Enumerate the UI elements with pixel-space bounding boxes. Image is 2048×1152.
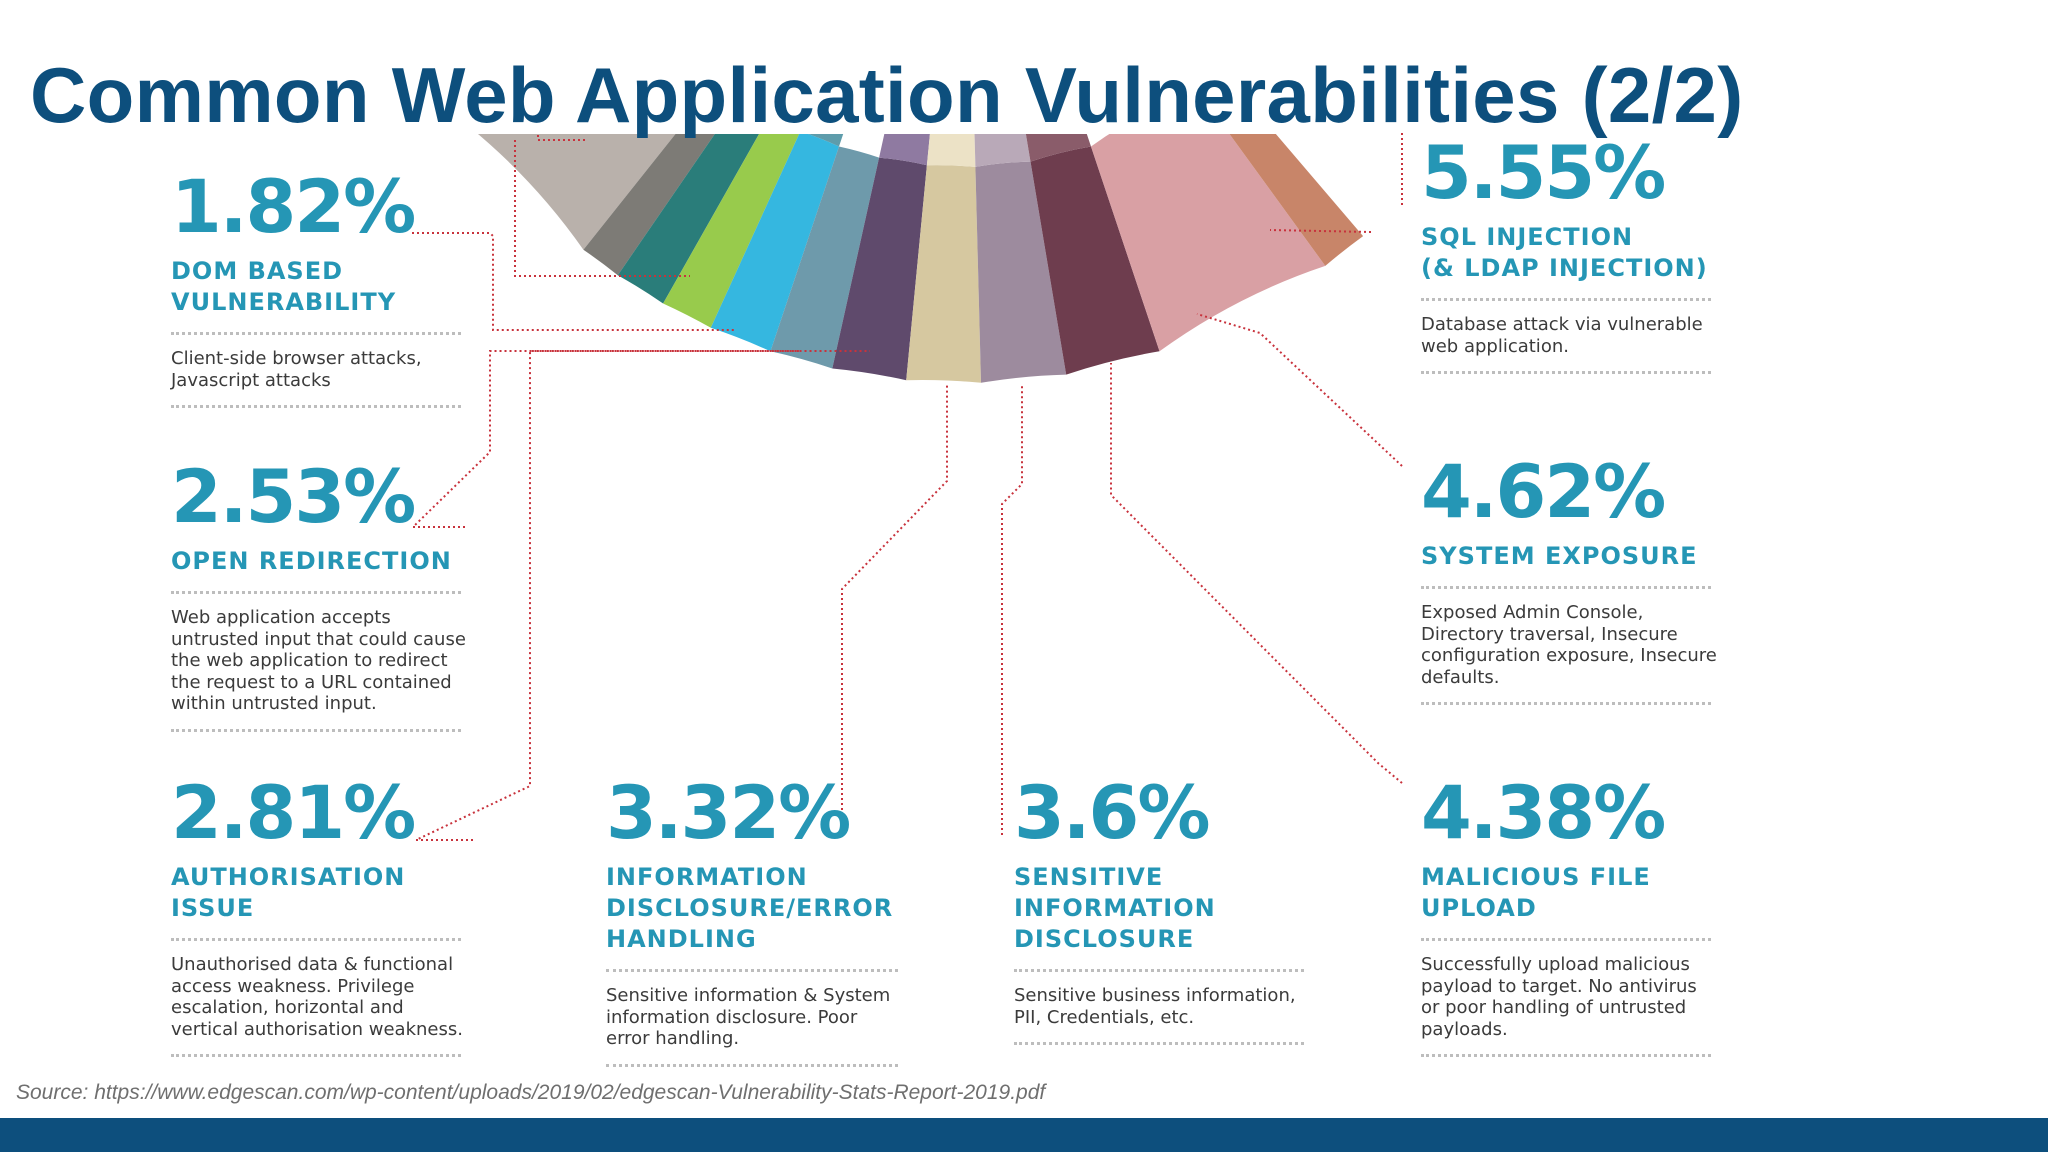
stat-label: OPEN REDIRECTION xyxy=(171,547,452,575)
stat-authorisation-issue: 2.81% AUTHORISATION ISSUE Unauthorised da… xyxy=(171,771,463,1057)
donut-slice xyxy=(617,97,770,304)
dotted-divider xyxy=(171,728,461,732)
title-backdrop xyxy=(0,0,2048,134)
stat-description: Sensitive information & System informatio… xyxy=(606,985,891,1049)
stat-dom-based: 1.82% DOM BASED VULNERABILITY Client-side… xyxy=(171,171,461,408)
connector-line xyxy=(410,350,870,528)
dotted-divider xyxy=(1421,1054,1711,1057)
stat-description: Sensitive business information, PII, Cred… xyxy=(1014,985,1296,1028)
connector-line xyxy=(841,385,948,835)
slide-title: Common Web Application Vulnerabilities (… xyxy=(30,51,1744,139)
stat-description: Exposed Admin Console, Directory traversa… xyxy=(1421,602,1717,688)
stat-description: Unauthorised data & functional access wea… xyxy=(171,954,463,1040)
stat-label: SQL INJECTION (& LDAP INJECTION) xyxy=(1421,223,1708,282)
donut-slice xyxy=(663,115,801,328)
dotted-divider xyxy=(606,969,898,972)
stat-label: INFORMATION DISCLOSURE/ERROR HANDLING xyxy=(606,863,894,953)
stat-percentage: 4.38% xyxy=(1421,771,1666,856)
dotted-divider xyxy=(1421,938,1711,941)
donut-slice xyxy=(1030,146,1160,375)
stat-percentage: 2.81% xyxy=(171,771,416,856)
donut-slice xyxy=(906,165,981,383)
stat-percentage: 3.6% xyxy=(1014,771,1210,856)
donut-slice xyxy=(975,161,1067,383)
stat-percentage: 3.32% xyxy=(606,771,851,856)
stat-label: SENSITIVE INFORMATION DISCLOSURE xyxy=(1014,863,1216,953)
connector-line xyxy=(1110,363,1403,784)
dotted-divider xyxy=(171,591,461,594)
stat-description: Web application accepts untrusted input t… xyxy=(171,607,466,714)
dotted-divider xyxy=(606,1063,898,1067)
stat-label: DOM BASED VULNERABILITY xyxy=(171,257,397,316)
connector-line xyxy=(514,140,690,277)
stat-label: AUTHORISATION ISSUE xyxy=(171,863,406,922)
dotted-divider xyxy=(1421,702,1711,705)
stat-open-redirection: 2.53% OPEN REDIRECTION Web application a… xyxy=(171,455,466,732)
dotted-divider xyxy=(1421,371,1711,374)
donut-slices xyxy=(462,0,1364,383)
stat-information-disclosure-error-handling: 3.32% INFORMATION DISCLOSURE/ERROR HANDLIN… xyxy=(606,777,898,1067)
donut-slice xyxy=(770,146,880,369)
dotted-divider xyxy=(1421,298,1711,301)
dotted-divider xyxy=(171,405,461,408)
connector-line xyxy=(1196,313,1403,467)
stat-percentage: 2.53% xyxy=(171,455,416,540)
connector-line xyxy=(1269,229,1372,233)
connector-line xyxy=(415,350,800,841)
stat-malicious-file-upload: 4.38% MALICIOUS FILE UPLOAD Successfully … xyxy=(1421,777,1711,1057)
connector-line xyxy=(1001,385,1023,835)
dotted-divider xyxy=(171,332,461,335)
stat-description: Database attack via vulnerable web applic… xyxy=(1421,314,1703,357)
stat-sql-injection: 5.55% SQL INJECTION (& LDAP INJECTION) Da… xyxy=(1421,137,1711,374)
stat-description: Successfully upload malicious payload to … xyxy=(1421,954,1697,1040)
stat-label: SYSTEM EXPOSURE xyxy=(1421,542,1698,570)
dotted-divider xyxy=(1014,1042,1304,1045)
stat-description: Client-side browser attacks, Javascript a… xyxy=(171,348,422,391)
stat-label: MALICIOUS FILE UPLOAD xyxy=(1421,863,1651,922)
dotted-divider xyxy=(171,1054,461,1057)
dotted-divider xyxy=(1421,586,1711,589)
donut-slice xyxy=(1091,91,1326,352)
stat-sensitive-information-disclosure: 3.6% SENSITIVE INFORMATION DISCLOSURE Sens… xyxy=(1014,777,1304,1045)
bottom-band xyxy=(0,1118,2048,1152)
dotted-divider xyxy=(171,938,461,941)
stat-percentage: 1.82% xyxy=(171,165,416,250)
stat-percentage: 4.62% xyxy=(1421,450,1666,535)
connector-line xyxy=(537,135,587,141)
donut-slice xyxy=(832,157,927,381)
donut-slice xyxy=(710,131,839,352)
connector-line xyxy=(412,232,736,331)
stat-system-exposure: 4.62% SYSTEM EXPOSURE Exposed Admin Cons… xyxy=(1421,450,1717,705)
source-citation: Source: https://www.edgescan.com/wp-cont… xyxy=(16,1081,1046,1104)
stat-percentage: 5.55% xyxy=(1421,131,1666,216)
dotted-divider xyxy=(1014,969,1304,972)
